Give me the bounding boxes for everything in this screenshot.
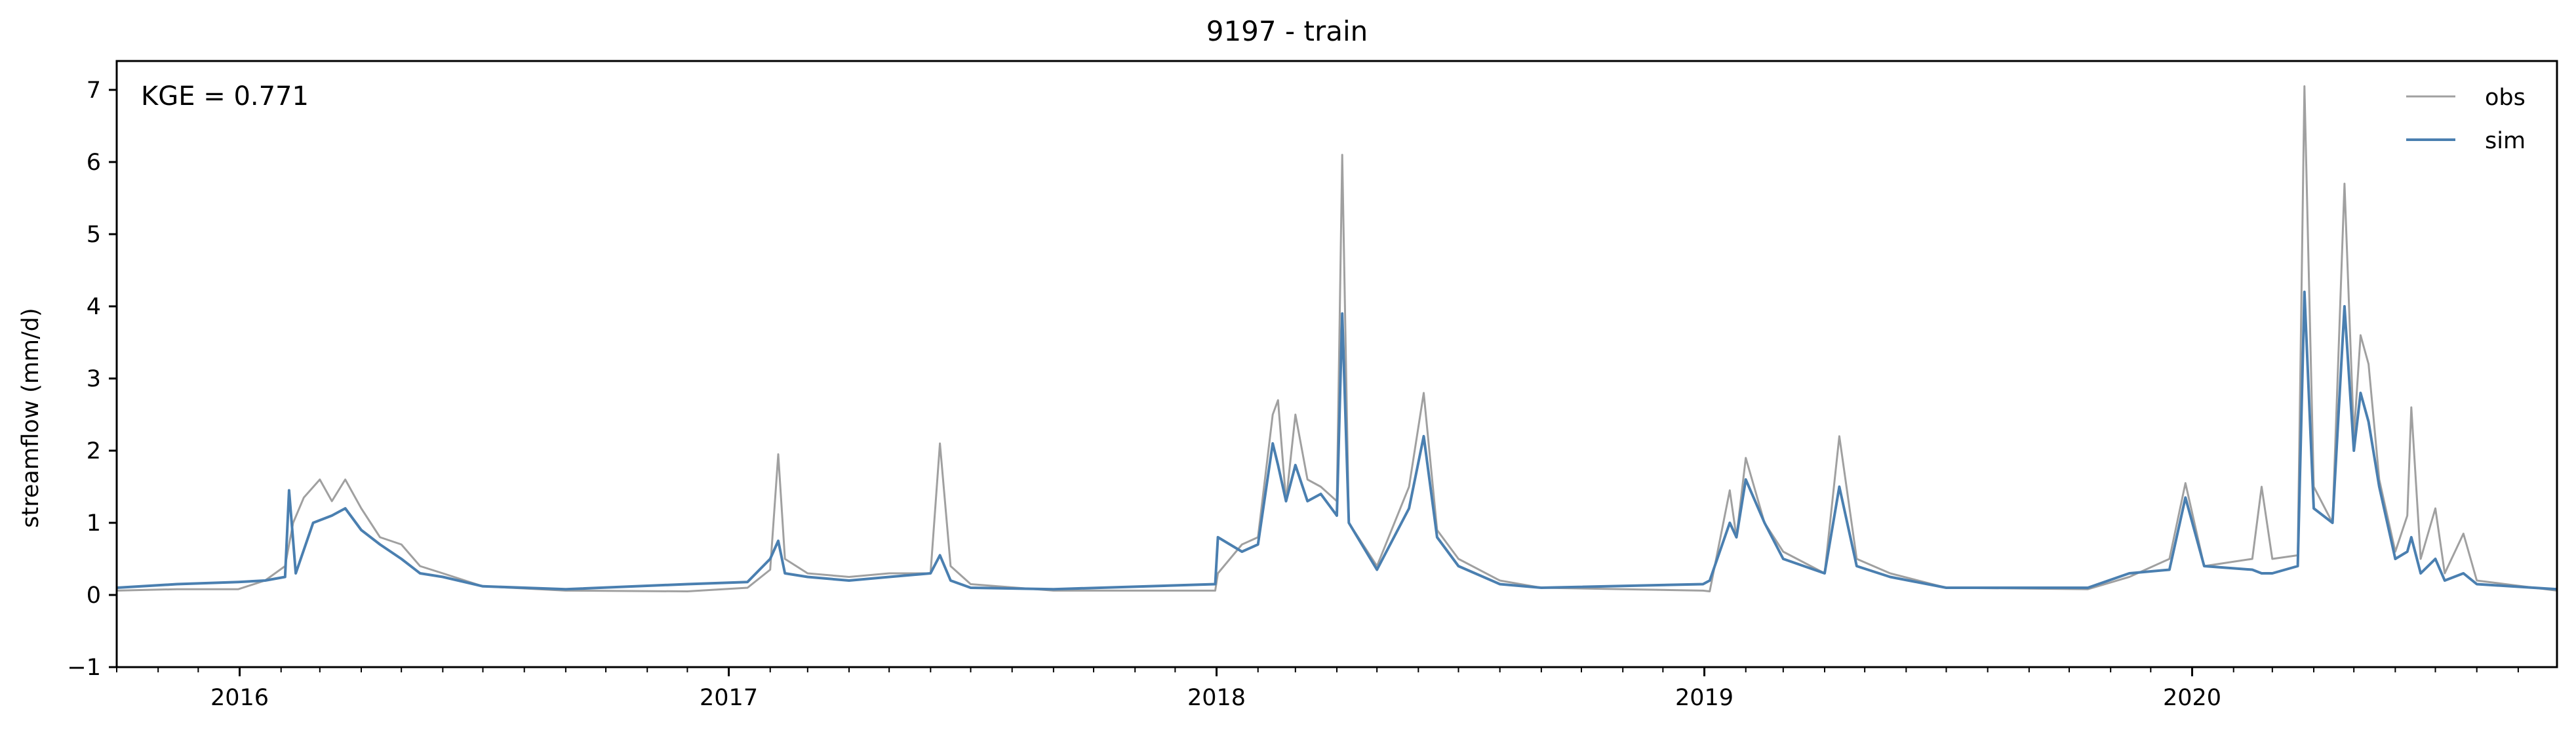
series-layer: [116, 85, 2558, 592]
y-tick-label: 4: [87, 294, 101, 320]
x-tick-label: 2016: [210, 685, 269, 711]
y-tick-label: −1: [67, 655, 101, 681]
y-tick-label: 2: [87, 438, 101, 464]
y-tick-label: 7: [87, 77, 101, 104]
legend: obs sim: [2406, 85, 2526, 154]
legend-label-sim: sim: [2485, 128, 2526, 154]
x-tick-label: 2019: [1675, 685, 1734, 711]
y-tick-label: 5: [87, 222, 101, 248]
legend-label-obs: obs: [2485, 85, 2526, 111]
x-tick-label: 2018: [1187, 685, 1246, 711]
y-tick-label: 0: [87, 583, 101, 609]
series-line-obs: [116, 85, 2558, 592]
series-line-sim: [116, 291, 2558, 591]
y-tick-label: 1: [87, 510, 101, 537]
kge-annotation: KGE = 0.771: [141, 81, 309, 112]
y-axis-label: streamflow (mm/d): [18, 308, 44, 527]
x-tick-label: 2020: [2163, 685, 2221, 711]
x-tick-label: 2017: [700, 685, 758, 711]
y-tick-label: 3: [87, 366, 101, 392]
plot-frame: [115, 60, 2558, 668]
y-tick-label: 6: [87, 150, 101, 176]
chart-title: 9197 - train: [1206, 15, 1368, 47]
tick-layer: −1 0 1 2 3 4 5 6 7 2016 2017 2018 2019 2020: [67, 77, 2519, 711]
